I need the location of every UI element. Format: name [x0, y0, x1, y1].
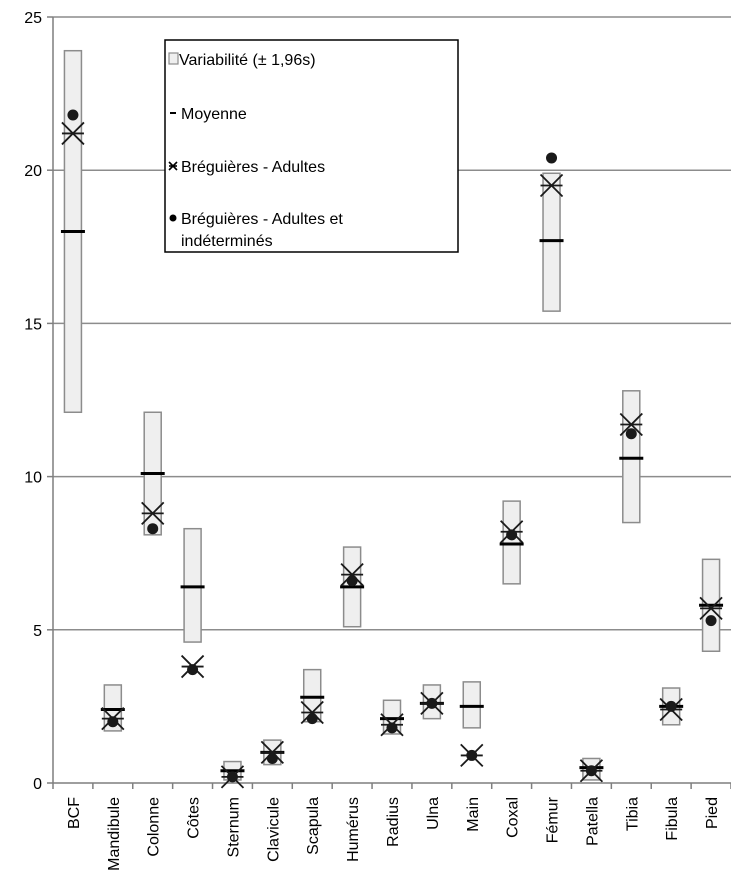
legend-label-variabilite: Variabilité (± 1,96s) [179, 52, 316, 69]
adultes-indetermines-markers [67, 109, 717, 783]
x-tick-label: Scapula [305, 797, 322, 855]
x-tick-label: Pied [704, 797, 721, 829]
x-tick-label: Coxal [505, 797, 522, 838]
legend-star-swatch [168, 161, 178, 171]
x-tick-label: Colonne [146, 797, 163, 857]
x-tick-label: Patella [584, 797, 601, 846]
adultes-indetermines-dot [187, 664, 199, 676]
adultes-indetermines-dot [426, 697, 438, 709]
legend-label-indetermines-line2: indéterminés [181, 233, 273, 250]
y-tick-label: 15 [24, 316, 42, 333]
legend-box [164, 39, 459, 253]
x-tick-label: Clavicule [265, 797, 282, 862]
x-tick-labels: BCF Mandibule Colonne Côtes Sternum Clavicule… [52, 783, 731, 871]
y-tick-labels: 0 5 10 15 20 25 [24, 10, 42, 793]
variability-box [462, 681, 482, 729]
legend-label-indetermines-line1: Bréguières - Adultes et [181, 211, 343, 228]
adultes-indetermines-dot [107, 716, 119, 728]
x-tick-label: Fibula [664, 797, 681, 841]
adultes-marker [61, 121, 85, 146]
adultes-marker [141, 501, 165, 526]
x-tick-label: Radius [385, 797, 402, 847]
y-tick-label: 25 [24, 10, 42, 27]
adultes-indetermines-dot [346, 575, 358, 587]
x-tick-label: Fémur [545, 796, 562, 843]
x-tick-label: Ulna [425, 797, 442, 830]
adultes-indetermines-dot [266, 752, 278, 764]
legend-label-adultes: Bréguières - Adultes [181, 159, 325, 176]
variability-box [542, 172, 561, 312]
legend-label-moyenne: Moyenne [181, 106, 247, 123]
legend-box-swatch [168, 52, 179, 65]
adultes-marker [340, 563, 364, 587]
adultes-marker [699, 596, 723, 620]
adultes-indetermines-dot [466, 749, 478, 761]
adultes-indetermines-dot [67, 109, 79, 121]
adultes-indetermines-dot [585, 765, 597, 777]
axes [52, 17, 731, 784]
adultes-indetermines-dot [546, 152, 558, 164]
adultes-indetermines-dot [386, 722, 398, 734]
legend-dot-swatch [169, 214, 177, 222]
x-tick-label: Humérus [345, 797, 362, 862]
variability-box [622, 390, 641, 524]
x-tick-label: Mandibule [106, 797, 123, 871]
adultes-indetermines-dot [665, 700, 677, 712]
variability-box [183, 527, 202, 643]
mean-dashes [60, 229, 724, 773]
adultes-marker [619, 412, 643, 437]
adultes-indetermines-dot [147, 523, 159, 535]
x-tick-label: Tibia [624, 797, 641, 831]
x-tick-label: Main [465, 797, 482, 832]
y-tick-label: 0 [33, 776, 42, 793]
variability-box [502, 500, 521, 585]
legend: Variabilité (± 1,96s) Moyenne Bréguières… [164, 39, 459, 253]
adultes-marker [539, 173, 564, 198]
adultes-indetermines-dot [506, 529, 518, 541]
y-tick-label: 5 [33, 623, 42, 640]
x-tick-label: Côtes [186, 797, 203, 839]
adultes-marker [300, 700, 324, 725]
adultes-indetermines-dot [226, 771, 238, 783]
y-tick-label: 20 [24, 163, 42, 180]
y-tick-label: 10 [24, 470, 42, 487]
adultes-indetermines-dot [306, 713, 318, 725]
adultes-marker [260, 740, 284, 764]
adultes-indetermines-dot [705, 615, 717, 627]
gridlines [47, 16, 731, 784]
x-tick-label: Sternum [225, 797, 242, 857]
x-tick-label: BCF [66, 797, 83, 829]
adultes-indetermines-dot [625, 428, 637, 440]
